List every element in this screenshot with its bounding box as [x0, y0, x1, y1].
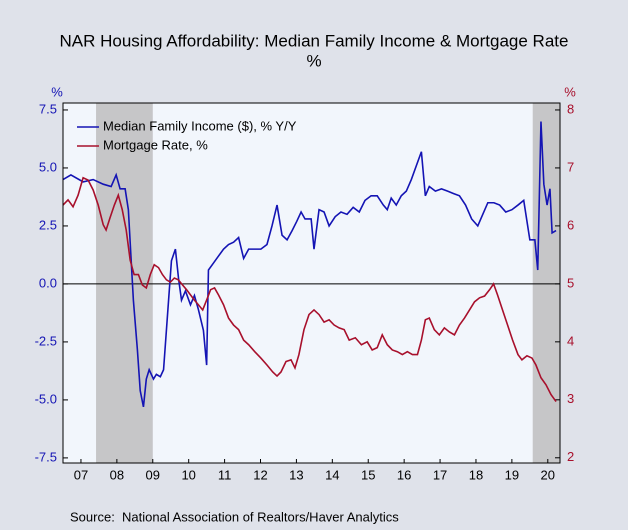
- y2-tick-label: 2: [567, 449, 574, 464]
- legend-label: Mortgage Rate, %: [103, 137, 208, 152]
- y2-tick-label: 4: [567, 333, 574, 348]
- x-tick-label: 20: [541, 467, 555, 482]
- chart-subtitle: %: [306, 51, 321, 70]
- legend-label: Median Family Income ($), % Y/Y: [103, 118, 297, 133]
- x-tick-label: 15: [361, 467, 375, 482]
- recession-shade: [532, 103, 560, 463]
- chart-title: NAR Housing Affordability: Median Family…: [60, 31, 569, 50]
- x-tick-label: 07: [74, 467, 88, 482]
- y-tick-label: 2.5: [39, 217, 57, 232]
- series-line: [62, 176, 557, 403]
- y-tick-label: -2.5: [35, 333, 57, 348]
- y-axis-label: %: [51, 84, 63, 99]
- y2-tick-label: 5: [567, 275, 574, 290]
- source-note: Source: National Association of Realtors…: [70, 509, 399, 524]
- x-tick-label: 12: [253, 467, 267, 482]
- y2-tick-label: 3: [567, 391, 574, 406]
- x-tick-label: 18: [469, 467, 483, 482]
- x-tick-label: 17: [433, 467, 447, 482]
- x-tick-label: 14: [325, 467, 339, 482]
- y-tick-label: 0.0: [39, 275, 57, 290]
- x-tick-label: 08: [110, 467, 124, 482]
- x-tick-label: 11: [218, 467, 232, 482]
- x-tick-label: 10: [181, 467, 195, 482]
- x-tick-label: 09: [146, 467, 160, 482]
- x-tick-label: 13: [289, 467, 303, 482]
- recession-shade: [96, 103, 153, 463]
- y-tick-label: 5.0: [39, 159, 57, 174]
- y2-axis-label: %: [564, 84, 576, 99]
- y2-tick-label: 8: [567, 101, 574, 116]
- y-tick-label: -7.5: [35, 449, 57, 464]
- x-tick-label: 16: [397, 467, 411, 482]
- y-tick-label: 7.5: [39, 101, 57, 116]
- y2-tick-label: 6: [567, 217, 574, 232]
- series-line: [62, 121, 557, 408]
- x-tick-label: 19: [505, 467, 519, 482]
- y-tick-label: -5.0: [35, 391, 57, 406]
- plot-frame: [62, 102, 561, 464]
- y2-tick-label: 7: [567, 159, 574, 174]
